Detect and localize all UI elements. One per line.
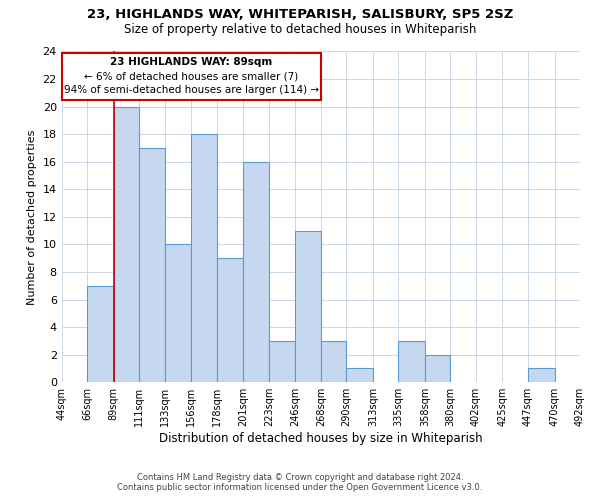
Bar xyxy=(191,134,217,382)
FancyBboxPatch shape xyxy=(62,53,321,100)
Text: Contains HM Land Registry data © Crown copyright and database right 2024.
Contai: Contains HM Land Registry data © Crown c… xyxy=(118,473,482,492)
Bar xyxy=(295,230,321,382)
Bar xyxy=(114,106,139,382)
Bar xyxy=(425,354,451,382)
Text: 94% of semi-detached houses are larger (114) →: 94% of semi-detached houses are larger (… xyxy=(64,86,319,96)
Bar xyxy=(217,258,244,382)
Text: 23, HIGHLANDS WAY, WHITEPARISH, SALISBURY, SP5 2SZ: 23, HIGHLANDS WAY, WHITEPARISH, SALISBUR… xyxy=(87,8,513,20)
Bar xyxy=(528,368,554,382)
Y-axis label: Number of detached properties: Number of detached properties xyxy=(27,129,37,304)
Text: Size of property relative to detached houses in Whiteparish: Size of property relative to detached ho… xyxy=(124,22,476,36)
X-axis label: Distribution of detached houses by size in Whiteparish: Distribution of detached houses by size … xyxy=(159,432,482,445)
Bar xyxy=(398,341,425,382)
Bar xyxy=(321,341,346,382)
Bar xyxy=(244,162,269,382)
Bar xyxy=(269,341,295,382)
Bar xyxy=(346,368,373,382)
Bar xyxy=(164,244,191,382)
Bar xyxy=(87,286,114,382)
Text: 23 HIGHLANDS WAY: 89sqm: 23 HIGHLANDS WAY: 89sqm xyxy=(110,57,272,67)
Text: ← 6% of detached houses are smaller (7): ← 6% of detached houses are smaller (7) xyxy=(84,72,298,82)
Bar xyxy=(139,148,164,382)
